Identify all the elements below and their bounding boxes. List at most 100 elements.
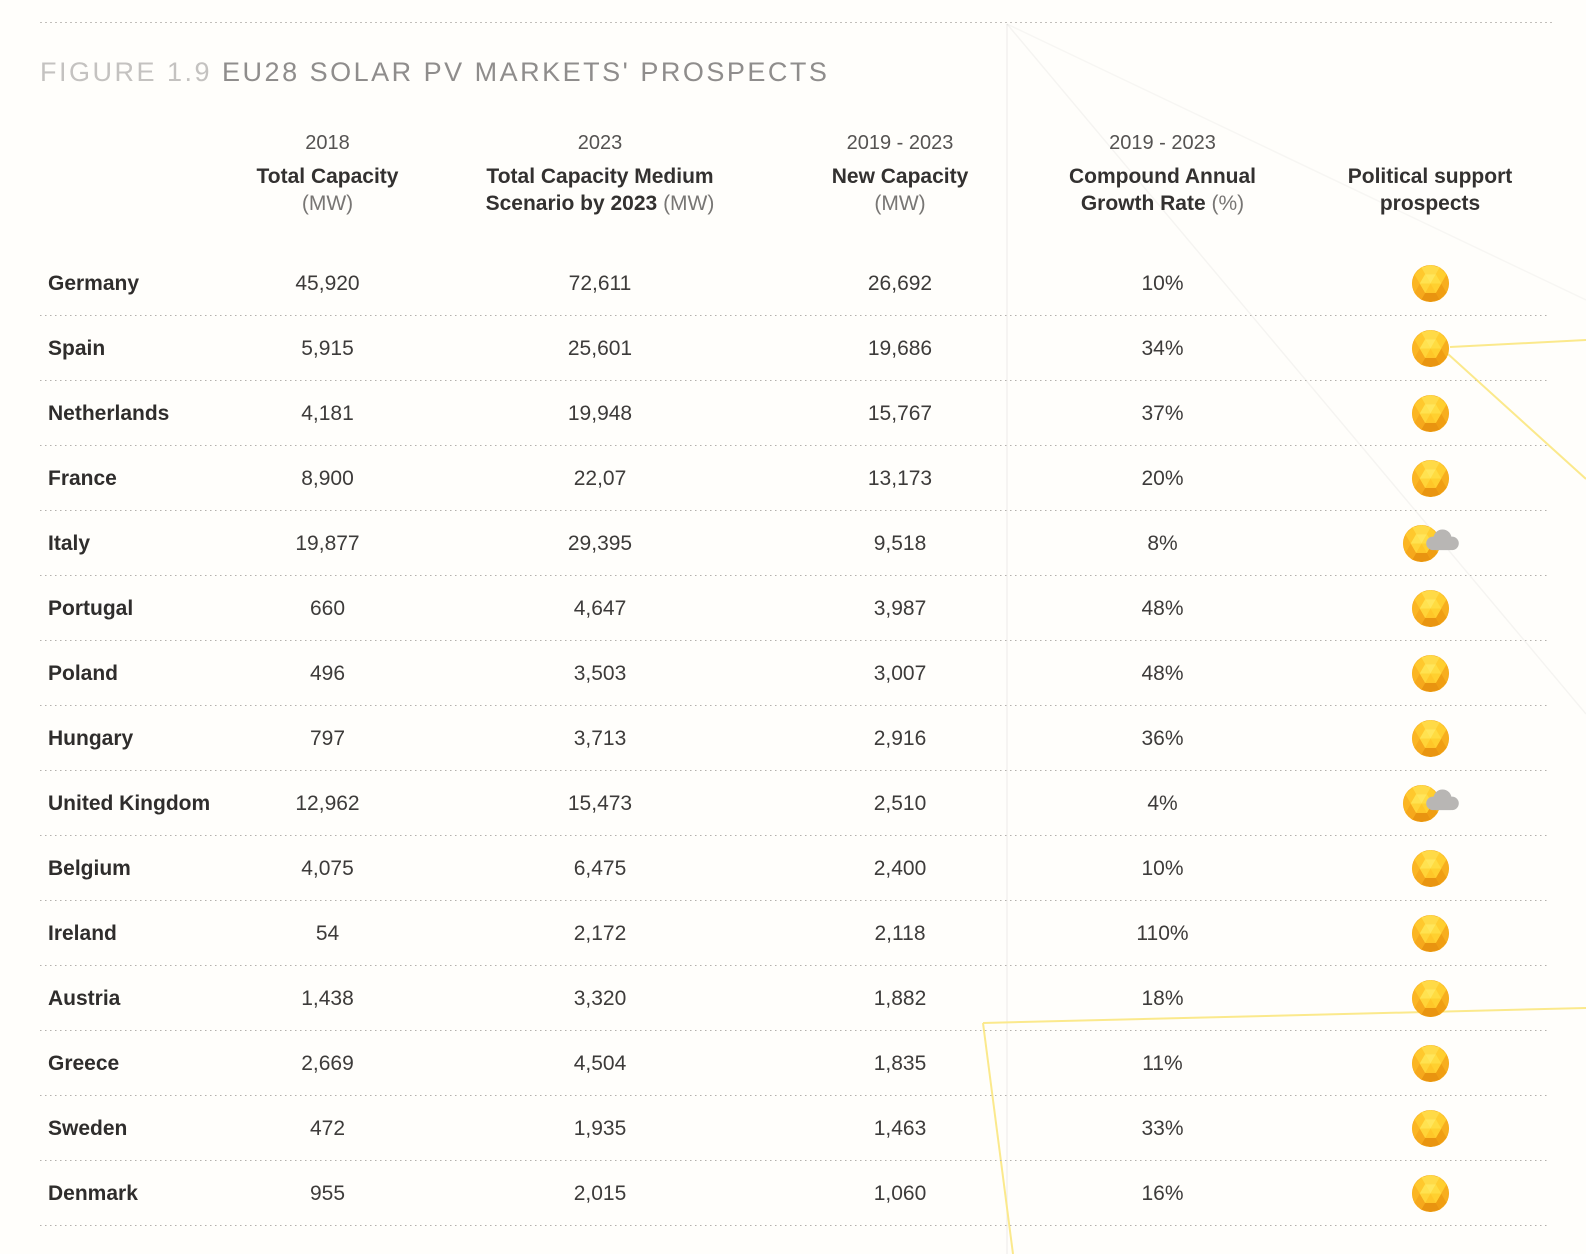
sun-cloud-icon	[1398, 783, 1462, 825]
table-row: Austria 1,438 3,320 1,882 18%	[40, 966, 1550, 1031]
cagr-cell: 8%	[1147, 531, 1178, 555]
cagr-cell: 36%	[1141, 726, 1184, 750]
prospects-cell	[1310, 328, 1550, 370]
country-cell: Italy	[48, 531, 91, 555]
table-row: Spain 5,915 25,601 19,686 34%	[40, 316, 1550, 381]
cagr-cell: 20%	[1141, 466, 1184, 490]
prospects-cell	[1310, 783, 1550, 825]
prospects-cell	[1310, 718, 1550, 760]
total-capacity-2018-cell: 8,900	[301, 466, 354, 490]
total-capacity-2018-cell: 955	[309, 1181, 346, 1205]
cagr-cell: 48%	[1141, 596, 1184, 620]
new-capacity-cell: 3,987	[873, 596, 927, 620]
header-name: Political support prospects	[1347, 165, 1513, 215]
prospects-cell	[1310, 263, 1550, 305]
country-cell: Poland	[48, 661, 119, 685]
total-capacity-2018-cell: 54	[315, 921, 340, 945]
table-row: France 8,900 22,07 13,173 20%	[40, 446, 1550, 511]
table-row: Portugal 660 4,647 3,987 48%	[40, 576, 1550, 641]
table-header: 2018 Total Capacity (MW) 2023 Total Capa…	[40, 130, 1550, 217]
cagr-cell: 10%	[1141, 856, 1184, 880]
prospects-cell	[1310, 848, 1550, 890]
sun-cloud-icon	[1398, 523, 1462, 565]
total-capacity-2023-cell: 3,503	[573, 661, 627, 685]
table-row: Poland 496 3,503 3,007 48%	[40, 641, 1550, 706]
prospects-cell	[1310, 653, 1550, 695]
header-unit: (MW)	[301, 192, 354, 215]
table-row: United Kingdom 12,962 15,473 2,510 4%	[40, 771, 1550, 836]
total-capacity-2018-cell: 797	[309, 726, 346, 750]
sun-icon	[1398, 913, 1462, 955]
total-capacity-2018-cell: 5,915	[301, 336, 354, 360]
prospects-cell	[1310, 1173, 1550, 1215]
total-capacity-2023-cell: 3,320	[573, 986, 627, 1010]
table-row: Germany 45,920 72,611 26,692 10%	[40, 251, 1550, 316]
sun-icon	[1398, 588, 1462, 630]
header-unit: (%)	[1211, 192, 1245, 215]
header-total-capacity-2018: 2018 Total Capacity (MW)	[240, 130, 415, 217]
total-capacity-2023-cell: 15,473	[567, 791, 633, 815]
total-capacity-2023-cell: 6,475	[573, 856, 627, 880]
new-capacity-cell: 2,118	[874, 921, 926, 945]
prospects-cell	[1310, 913, 1550, 955]
total-capacity-2023-cell: 4,504	[573, 1051, 627, 1075]
cagr-cell: 33%	[1141, 1116, 1184, 1140]
table-row: Denmark 955 2,015 1,060 16%	[40, 1161, 1550, 1226]
cagr-cell: 11%	[1142, 1051, 1183, 1075]
total-capacity-2023-cell: 29,395	[567, 531, 633, 555]
new-capacity-cell: 26,692	[867, 271, 933, 295]
header-unit: (MW)	[663, 192, 715, 215]
new-capacity-cell: 1,060	[873, 1181, 927, 1205]
table-row: Sweden 472 1,935 1,463 33%	[40, 1096, 1550, 1161]
header-cagr: 2019 - 2023 Compound Annual Growth Rate …	[1015, 130, 1310, 217]
header-name: Total Capacity Medium Scenario by 2023	[485, 165, 714, 215]
header-name: New Capacity	[831, 165, 969, 188]
header-period: 2023	[577, 132, 623, 154]
header-period: 2019 - 2023	[846, 132, 954, 154]
total-capacity-2023-cell: 4,647	[573, 596, 627, 620]
prospects-cell	[1310, 393, 1550, 435]
header-country-spacer	[40, 130, 240, 217]
total-capacity-2018-cell: 2,669	[301, 1051, 354, 1075]
country-cell: Germany	[48, 271, 140, 295]
sun-icon	[1398, 393, 1462, 435]
total-capacity-2023-cell: 2,015	[573, 1181, 627, 1205]
table-row: Greece 2,669 4,504 1,835 11%	[40, 1031, 1550, 1096]
sun-icon	[1398, 1108, 1462, 1150]
new-capacity-cell: 3,007	[873, 661, 927, 685]
cagr-cell: 34%	[1141, 336, 1184, 360]
table-row: Italy 19,877 29,395 9,518 8%	[40, 511, 1550, 576]
sun-icon	[1398, 653, 1462, 695]
total-capacity-2018-cell: 472	[309, 1116, 346, 1140]
table-body: Germany 45,920 72,611 26,692 10% Spain 5…	[40, 251, 1550, 1226]
total-capacity-2018-cell: 660	[309, 596, 346, 620]
total-capacity-2023-cell: 25,601	[567, 336, 633, 360]
country-cell: Portugal	[48, 596, 134, 620]
header-political-support: Political support prospects	[1310, 130, 1550, 217]
total-capacity-2018-cell: 19,877	[295, 531, 360, 555]
header-name: Compound Annual Growth Rate	[1068, 165, 1257, 215]
total-capacity-2018-cell: 12,962	[295, 791, 360, 815]
country-cell: United Kingdom	[48, 791, 211, 815]
header-period: 2018	[305, 132, 350, 154]
table-row: Ireland 54 2,172 2,118 110%	[40, 901, 1550, 966]
new-capacity-cell: 1,463	[873, 1116, 927, 1140]
cagr-cell: 4%	[1147, 791, 1178, 815]
prospects-cell	[1310, 523, 1550, 565]
sun-icon	[1398, 978, 1462, 1020]
new-capacity-cell: 1,835	[873, 1051, 927, 1075]
country-cell: Austria	[48, 986, 121, 1010]
table-row: Belgium 4,075 6,475 2,400 10%	[40, 836, 1550, 901]
total-capacity-2018-cell: 4,075	[301, 856, 354, 880]
country-cell: France	[48, 466, 117, 490]
total-capacity-2023-cell: 72,611	[568, 271, 632, 295]
table-row: Hungary 797 3,713 2,916 36%	[40, 706, 1550, 771]
total-capacity-2023-cell: 2,172	[573, 921, 627, 945]
sun-icon	[1398, 458, 1462, 500]
cagr-cell: 18%	[1141, 986, 1184, 1010]
header-new-capacity: 2019 - 2023 New Capacity (MW)	[785, 130, 1015, 217]
sun-icon	[1398, 263, 1462, 305]
new-capacity-cell: 19,686	[867, 336, 933, 360]
figure-title: EU28 SOLAR PV MARKETS' PROSPECTS	[222, 57, 830, 87]
total-capacity-2023-cell: 1,935	[573, 1116, 627, 1140]
